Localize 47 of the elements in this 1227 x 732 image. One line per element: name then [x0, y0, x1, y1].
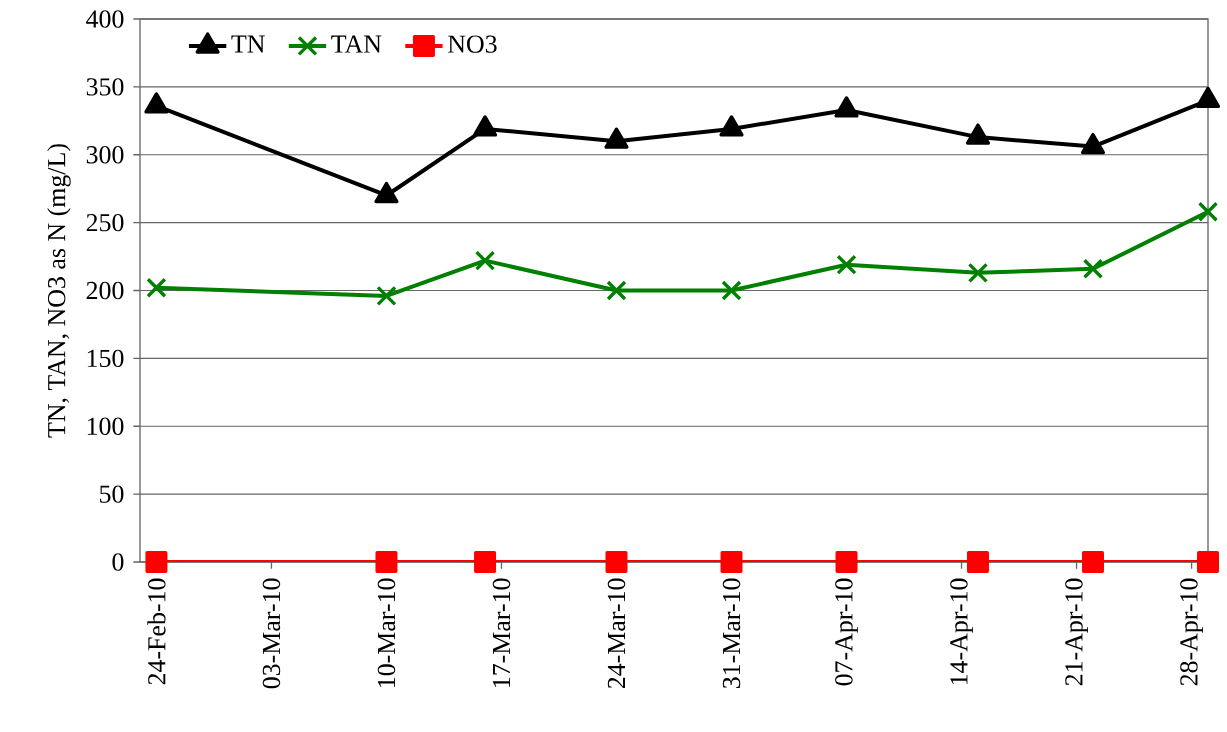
y-tick-label: 350 — [86, 78, 124, 96]
x-tick-label: 21-Apr-10 — [1065, 578, 1088, 686]
point — [1082, 258, 1104, 279]
point — [474, 551, 497, 574]
point — [720, 551, 743, 574]
legend-label: TAN — [331, 35, 382, 53]
point — [966, 551, 989, 574]
x-tick-label: 24-Mar-10 — [607, 578, 626, 689]
point — [605, 551, 628, 574]
x-tick-label: 24-Feb-10 — [147, 578, 166, 685]
x-tick-label: 10-Mar-10 — [377, 578, 396, 687]
x-tick-label: 17-Mar-10 — [492, 578, 511, 687]
y-tick-label: 150 — [87, 349, 124, 368]
point — [721, 280, 742, 301]
y-tick-label: 300 — [86, 146, 124, 164]
point — [1080, 132, 1106, 155]
point — [376, 285, 397, 307]
point — [967, 262, 989, 284]
x-tick-label: 03-Mar-10 — [262, 578, 281, 689]
y-tick-label: 0 — [112, 553, 124, 571]
x-tick-label: 14-Apr-10 — [950, 578, 973, 685]
point — [1195, 86, 1221, 109]
point — [604, 127, 629, 149]
y-tick-label: 50 — [100, 485, 124, 503]
point — [719, 115, 744, 137]
y-axis-title: TN, TAN, NO3 as N (mg/L) — [47, 144, 71, 438]
y-tick-label: 400 — [86, 10, 124, 28]
y-tick-label: 250 — [86, 213, 124, 232]
y-tick-label: 200 — [86, 281, 124, 300]
point — [474, 250, 496, 271]
point — [835, 551, 858, 574]
point — [472, 115, 498, 137]
legend-label: TN — [231, 35, 265, 53]
point — [374, 181, 399, 204]
x-tick-label: 07-Apr-10 — [835, 578, 858, 686]
x-tick-label: 31-Mar-10 — [722, 578, 741, 689]
point — [1081, 551, 1104, 574]
y-tick-label: 100 — [87, 417, 124, 435]
point — [1197, 201, 1219, 222]
point — [965, 123, 991, 145]
x-tick-label: 28-Apr-10 — [1180, 578, 1203, 686]
point — [834, 96, 859, 118]
point — [375, 551, 398, 574]
legend-label: NO3 — [448, 35, 497, 53]
point — [836, 254, 857, 275]
point — [606, 280, 627, 301]
point — [1197, 551, 1220, 574]
